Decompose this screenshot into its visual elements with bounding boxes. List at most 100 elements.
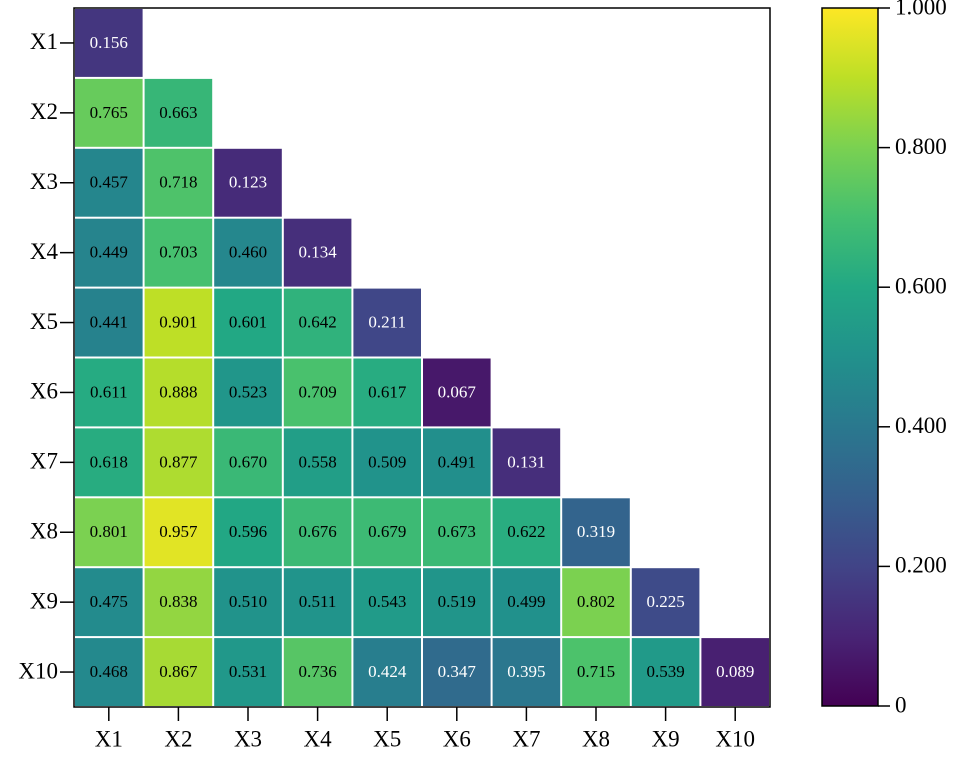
heatmap-cell: [492, 638, 561, 706]
cell-label: 0.670: [229, 452, 267, 471]
cell-label: 0.801: [90, 522, 128, 541]
cell-label: 0.460: [229, 243, 267, 262]
cell-label: 0.089: [716, 662, 754, 681]
heatmap-cell: [283, 638, 352, 706]
cell-label: 0.679: [368, 522, 406, 541]
heatmap-cell: [423, 638, 491, 706]
cell-label: 0.957: [159, 522, 198, 541]
colorbar: [821, 7, 879, 707]
y-tick-label: X9: [30, 588, 58, 613]
heatmap-cell: [144, 218, 213, 287]
cell-label: 0.617: [368, 382, 407, 401]
heatmap-cell: [144, 358, 213, 427]
cell-label: 0.531: [229, 662, 267, 681]
cell-label: 0.211: [368, 312, 406, 331]
cell-label: 0.676: [298, 522, 336, 541]
y-tick-label: X4: [30, 239, 59, 264]
y-tick-label: X2: [30, 99, 58, 124]
cell-label: 0.449: [90, 243, 128, 262]
heatmap-cell: [214, 288, 282, 357]
heatmap-cell: [353, 288, 421, 357]
cell-label: 0.134: [298, 243, 337, 262]
x-tick-label: X9: [652, 726, 680, 751]
heatmap-cell: [75, 358, 143, 427]
cell-label: 0.441: [90, 312, 128, 331]
heatmap-cell: [283, 288, 352, 357]
heatmap-cell: [631, 568, 700, 637]
colorbar-tick-label: 0.800: [895, 134, 947, 159]
heatmap-cell: [214, 218, 282, 287]
cell-label: 0.509: [368, 452, 406, 471]
cell-label: 0.596: [229, 522, 267, 541]
cell-label: 0.395: [507, 662, 545, 681]
heatmap-cell: [492, 568, 561, 637]
cell-label: 0.499: [507, 592, 545, 611]
heatmap-cell: [353, 638, 421, 706]
cell-label: 0.225: [646, 592, 684, 611]
cell-label: 0.673: [438, 522, 476, 541]
plot-frame: [73, 7, 771, 708]
heatmap-cell: [144, 78, 213, 147]
heatmap-cell: [423, 358, 491, 427]
heatmap-cell: [144, 568, 213, 637]
cell-label: 0.491: [438, 452, 476, 471]
heatmap-cell: [75, 498, 143, 567]
heatmap-cell: [631, 638, 700, 706]
y-tick-label: X8: [30, 519, 58, 544]
heatmap-cell: [75, 148, 143, 217]
heatmap-cell: [214, 498, 282, 567]
x-tick-label: X6: [443, 726, 471, 751]
cell-label: 0.539: [646, 662, 684, 681]
heatmap-cell: [144, 148, 213, 217]
heatmap-cell: [353, 428, 421, 497]
cell-label: 0.611: [90, 382, 128, 401]
heatmap-cell: [214, 428, 282, 497]
heatmap-cell: [144, 638, 213, 706]
heatmap-cell: [701, 638, 769, 706]
x-tick-label: X1: [95, 726, 123, 751]
heatmap-cell: [75, 9, 143, 77]
colorbar-tick-label: 0: [895, 692, 907, 717]
x-tick-label: X8: [582, 726, 610, 751]
heatmap-cell: [492, 428, 561, 497]
cell-label: 0.802: [577, 592, 615, 611]
cell-label: 0.888: [159, 382, 197, 401]
colorbar-tick-label: 0.400: [895, 413, 947, 438]
x-tick-label: X2: [164, 726, 192, 751]
cell-label: 0.901: [159, 312, 197, 331]
heatmap-cell: [214, 638, 282, 706]
heatmap-cell: [75, 288, 143, 357]
cell-label: 0.156: [90, 33, 128, 52]
heatmap-cell: [562, 568, 630, 637]
heatmap-cell: [562, 498, 630, 567]
heatmap-cell: [75, 428, 143, 497]
heatmap-cell: [492, 498, 561, 567]
cell-label: 0.601: [229, 312, 267, 331]
heatmap-cell: [283, 498, 352, 567]
y-tick-label: X6: [30, 379, 58, 404]
y-tick-label: X3: [30, 169, 58, 194]
heatmap-cell: [562, 638, 630, 706]
y-tick-label: X7: [30, 449, 58, 474]
cell-label: 0.642: [298, 312, 336, 331]
x-tick-label: X4: [304, 726, 333, 751]
x-tick-label: X3: [234, 726, 262, 751]
cell-label: 0.622: [507, 522, 545, 541]
cell-label: 0.123: [229, 173, 267, 192]
cell-label: 0.618: [90, 452, 128, 471]
x-tick-label: X10: [715, 726, 755, 751]
cell-label: 0.558: [298, 452, 336, 471]
cell-label: 0.715: [577, 662, 615, 681]
cell-label: 0.543: [368, 592, 406, 611]
cell-label: 0.067: [438, 382, 477, 401]
heatmap-cell: [283, 218, 352, 287]
heatmap-cell: [75, 78, 143, 147]
cell-label: 0.468: [90, 662, 128, 681]
heatmap-cell: [283, 568, 352, 637]
heatmap-cell: [353, 568, 421, 637]
cell-label: 0.511: [299, 592, 337, 611]
cell-label: 0.457: [90, 173, 129, 192]
heatmap-cell: [214, 148, 282, 217]
heatmap-cell: [423, 428, 491, 497]
